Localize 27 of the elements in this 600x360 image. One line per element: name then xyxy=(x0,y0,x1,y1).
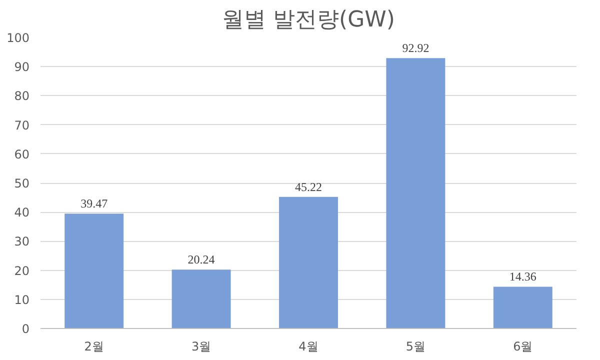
y-tick-label: 30 xyxy=(14,234,30,249)
x-tick-label: 6월 xyxy=(513,340,533,354)
bar xyxy=(172,270,231,328)
bar xyxy=(64,214,124,328)
chart-title: 월별 발전량(GW) xyxy=(222,8,395,32)
data-label: 92.92 xyxy=(402,41,430,56)
x-tick-label: 3월 xyxy=(191,340,212,354)
y-tick-label: 60 xyxy=(14,147,30,162)
bar xyxy=(279,196,338,328)
y-tick-label: 70 xyxy=(14,118,30,132)
bar xyxy=(493,286,552,328)
y-tick-label: 0 xyxy=(22,322,30,336)
y-tick-label: 20 xyxy=(14,264,30,278)
data-label: 39.47 xyxy=(80,196,108,211)
x-tick-label: 4월 xyxy=(298,340,318,354)
y-tick-label: 100 xyxy=(6,31,30,45)
y-tick-label: 50 xyxy=(14,176,30,190)
y-tick-label: 90 xyxy=(14,60,30,74)
y-tick-label: 10 xyxy=(14,292,30,307)
x-tick-label: 2월 xyxy=(84,340,104,354)
y-tick-label: 40 xyxy=(14,206,30,220)
y-tick-label: 80 xyxy=(14,89,30,104)
data-label: 45.22 xyxy=(295,180,322,194)
x-tick-label: 5월 xyxy=(406,340,426,354)
data-label: 20.24 xyxy=(188,252,215,267)
data-label: 14.36 xyxy=(509,270,536,284)
bar xyxy=(386,58,446,328)
